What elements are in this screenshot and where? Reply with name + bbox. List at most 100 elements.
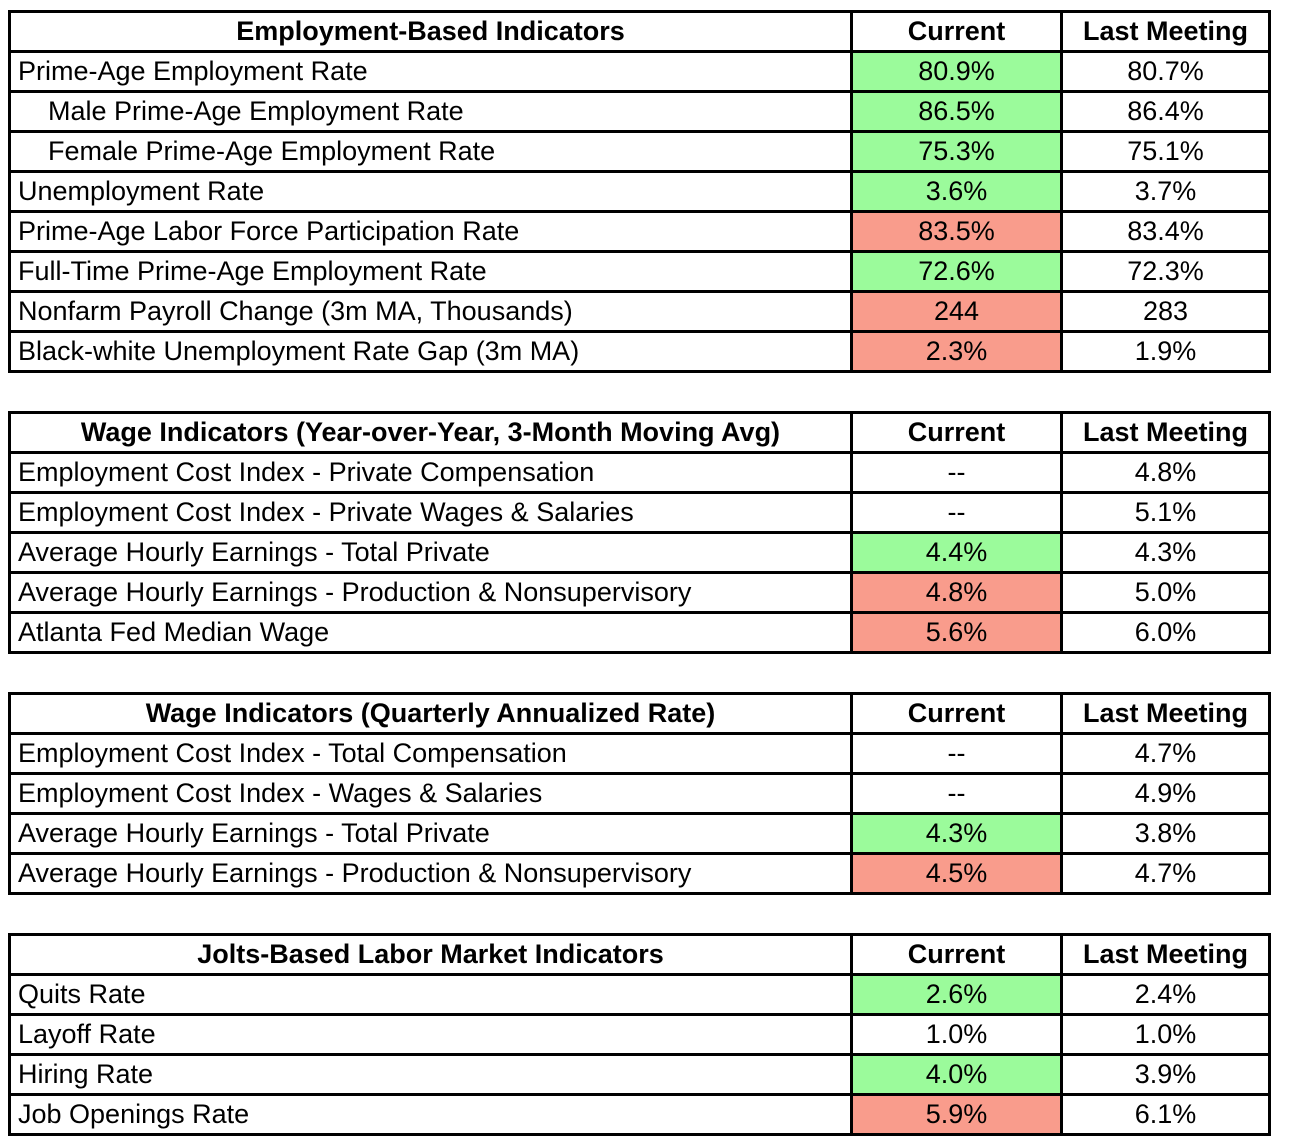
last-meeting-value-cell: 4.8% <box>1060 451 1271 494</box>
last-meeting-value-cell: 1.9% <box>1060 330 1271 373</box>
current-value-cell: 4.4% <box>850 531 1063 574</box>
last-meeting-value-cell: 3.7% <box>1060 170 1271 213</box>
column-header-last-meeting: Last Meeting <box>1060 10 1271 53</box>
current-value-cell: 2.3% <box>850 330 1063 373</box>
current-value-cell: 4.5% <box>850 852 1063 895</box>
table-title: Jolts-Based Labor Market Indicators <box>8 933 853 976</box>
column-header-current: Current <box>850 10 1063 53</box>
table-row: Atlanta Fed Median Wage 5.6% 6.0% <box>8 611 1271 654</box>
current-value-cell: 244 <box>850 290 1063 333</box>
table-row: Average Hourly Earnings - Total Private 4… <box>8 531 1271 574</box>
last-meeting-value-cell: 5.1% <box>1060 491 1271 534</box>
table-row: Average Hourly Earnings - Production & N… <box>8 571 1271 614</box>
indicator-label: Black-white Unemployment Rate Gap (3m MA… <box>8 330 853 373</box>
current-value-cell: 1.0% <box>850 1013 1063 1056</box>
indicator-label: Quits Rate <box>8 973 853 1016</box>
last-meeting-value-cell: 4.7% <box>1060 732 1271 775</box>
column-header-last-meeting: Last Meeting <box>1060 411 1271 454</box>
current-value-cell: 83.5% <box>850 210 1063 253</box>
table-header-row: Jolts-Based Labor Market Indicators Curr… <box>8 933 1271 976</box>
column-header-current: Current <box>850 692 1063 735</box>
indicator-label: Full-Time Prime-Age Employment Rate <box>8 250 853 293</box>
last-meeting-value-cell: 72.3% <box>1060 250 1271 293</box>
indicator-label: Average Hourly Earnings - Total Private <box>8 531 853 574</box>
column-header-last-meeting: Last Meeting <box>1060 933 1271 976</box>
last-meeting-value-cell: 80.7% <box>1060 50 1271 93</box>
indicator-label: Employment Cost Index - Total Compensati… <box>8 732 853 775</box>
indicator-label: Average Hourly Earnings - Total Private <box>8 812 853 855</box>
current-value-cell: -- <box>850 732 1063 775</box>
current-value-cell: 80.9% <box>850 50 1063 93</box>
last-meeting-value-cell: 75.1% <box>1060 130 1271 173</box>
table-body: Prime-Age Employment Rate 80.9% 80.7% Male … <box>8 50 1271 373</box>
indicator-table: Employment-Based Indicators Current Last… <box>8 10 1271 373</box>
last-meeting-value-cell: 4.7% <box>1060 852 1271 895</box>
column-header-last-meeting: Last Meeting <box>1060 692 1271 735</box>
indicator-table: Jolts-Based Labor Market Indicators Curr… <box>8 933 1271 1136</box>
table-row: Prime-Age Labor Force Participation Rate… <box>8 210 1271 253</box>
last-meeting-value-cell: 2.4% <box>1060 973 1271 1016</box>
indicator-label: Average Hourly Earnings - Production & N… <box>8 852 853 895</box>
current-value-cell: -- <box>850 772 1063 815</box>
indicator-label: Male Prime-Age Employment Rate <box>8 90 853 133</box>
indicator-label: Atlanta Fed Median Wage <box>8 611 853 654</box>
current-value-cell: 86.5% <box>850 90 1063 133</box>
table-row: Unemployment Rate 3.6% 3.7% <box>8 170 1271 213</box>
table-title: Employment-Based Indicators <box>8 10 853 53</box>
table-row: Female Prime-Age Employment Rate 75.3% 75.… <box>8 130 1271 173</box>
current-value-cell: 4.3% <box>850 812 1063 855</box>
current-value-cell: 4.8% <box>850 571 1063 614</box>
current-value-cell: 5.6% <box>850 611 1063 654</box>
last-meeting-value-cell: 6.0% <box>1060 611 1271 654</box>
table-header-row: Wage Indicators (Quarterly Annualized Ra… <box>8 692 1271 735</box>
last-meeting-value-cell: 6.1% <box>1060 1093 1271 1136</box>
table-row: Prime-Age Employment Rate 80.9% 80.7% <box>8 50 1271 93</box>
indicator-label: Prime-Age Employment Rate <box>8 50 853 93</box>
table-header-row: Wage Indicators (Year-over-Year, 3-Month… <box>8 411 1271 454</box>
table-row: Full-Time Prime-Age Employment Rate 72.6%… <box>8 250 1271 293</box>
table-body: Employment Cost Index - Private Compensa… <box>8 451 1271 654</box>
indicator-label: Average Hourly Earnings - Production & N… <box>8 571 853 614</box>
table-row: Male Prime-Age Employment Rate 86.5% 86.4% <box>8 90 1271 133</box>
table-row: Employment Cost Index - Total Compensati… <box>8 732 1271 775</box>
table-title: Wage Indicators (Quarterly Annualized Ra… <box>8 692 853 735</box>
indicator-label: Job Openings Rate <box>8 1093 853 1136</box>
table-row: Employment Cost Index - Private Compensa… <box>8 451 1271 494</box>
table-header-row: Employment-Based Indicators Current Last… <box>8 10 1271 53</box>
indicator-label: Prime-Age Labor Force Participation Rate <box>8 210 853 253</box>
column-header-current: Current <box>850 411 1063 454</box>
last-meeting-value-cell: 3.9% <box>1060 1053 1271 1096</box>
current-value-cell: 2.6% <box>850 973 1063 1016</box>
table-body: Employment Cost Index - Total Compensati… <box>8 732 1271 895</box>
indicator-label: Employment Cost Index - Private Wages & … <box>8 491 853 534</box>
table-row: Employment Cost Index - Private Wages & … <box>8 491 1271 534</box>
indicator-table: Wage Indicators (Quarterly Annualized Ra… <box>8 692 1271 895</box>
last-meeting-value-cell: 86.4% <box>1060 90 1271 133</box>
indicator-label: Nonfarm Payroll Change (3m MA, Thousands… <box>8 290 853 333</box>
table-row: Black-white Unemployment Rate Gap (3m MA… <box>8 330 1271 373</box>
current-value-cell: -- <box>850 451 1063 494</box>
indicator-label: Layoff Rate <box>8 1013 853 1056</box>
column-header-current: Current <box>850 933 1063 976</box>
table-row: Employment Cost Index - Wages & Salaries… <box>8 772 1271 815</box>
last-meeting-value-cell: 3.8% <box>1060 812 1271 855</box>
last-meeting-value-cell: 1.0% <box>1060 1013 1271 1056</box>
current-value-cell: -- <box>850 491 1063 534</box>
indicator-table: Wage Indicators (Year-over-Year, 3-Month… <box>8 411 1271 654</box>
current-value-cell: 5.9% <box>850 1093 1063 1136</box>
table-row: Hiring Rate 4.0% 3.9% <box>8 1053 1271 1096</box>
last-meeting-value-cell: 4.3% <box>1060 531 1271 574</box>
indicator-label: Employment Cost Index - Private Compensa… <box>8 451 853 494</box>
current-value-cell: 3.6% <box>850 170 1063 213</box>
table-title: Wage Indicators (Year-over-Year, 3-Month… <box>8 411 853 454</box>
table-row: Quits Rate 2.6% 2.4% <box>8 973 1271 1016</box>
indicator-label: Unemployment Rate <box>8 170 853 213</box>
last-meeting-value-cell: 283 <box>1060 290 1271 333</box>
last-meeting-value-cell: 4.9% <box>1060 772 1271 815</box>
table-row: Layoff Rate 1.0% 1.0% <box>8 1013 1271 1056</box>
table-row: Job Openings Rate 5.9% 6.1% <box>8 1093 1271 1136</box>
table-row: Average Hourly Earnings - Total Private 4… <box>8 812 1271 855</box>
last-meeting-value-cell: 5.0% <box>1060 571 1271 614</box>
current-value-cell: 72.6% <box>850 250 1063 293</box>
indicator-label: Employment Cost Index - Wages & Salaries <box>8 772 853 815</box>
